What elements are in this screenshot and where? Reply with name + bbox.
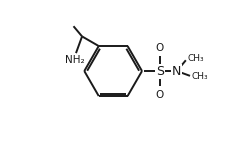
Text: N: N	[172, 65, 182, 78]
Text: CH₃: CH₃	[188, 54, 204, 63]
Text: O: O	[156, 42, 164, 53]
Text: CH₃: CH₃	[192, 72, 208, 81]
Text: NH₂: NH₂	[66, 55, 85, 65]
Text: O: O	[156, 90, 164, 100]
Text: S: S	[156, 65, 164, 78]
